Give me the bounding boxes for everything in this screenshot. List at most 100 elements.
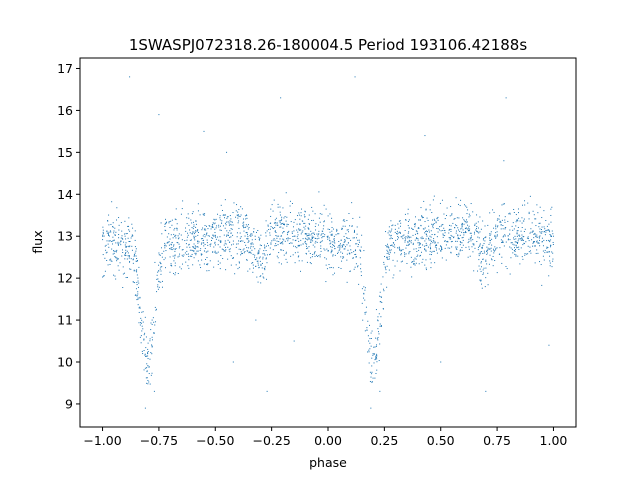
data-point [106,259,108,261]
data-point [117,258,119,260]
data-point [490,233,492,235]
data-point [337,251,339,253]
data-point [258,249,260,251]
data-point [333,244,335,246]
data-point [252,262,254,264]
data-point [514,235,516,237]
data-point [243,248,245,250]
data-point [380,316,382,318]
data-point [267,224,269,226]
data-point [196,250,198,252]
data-point [503,235,505,237]
data-point [199,250,201,251]
data-point [504,228,506,230]
data-point [364,330,366,332]
data-point [140,317,142,319]
data-point [288,242,290,244]
data-point [544,249,546,251]
data-point [483,267,485,269]
data-point [280,219,282,221]
data-point [341,260,343,262]
data-point [429,209,431,211]
data-point [450,225,452,227]
data-point [240,206,242,208]
data-point [174,227,176,229]
data-point [484,252,486,254]
data-point [354,254,356,256]
data-point [416,255,418,257]
data-point [502,241,504,243]
data-point [552,243,554,245]
data-point [293,221,295,223]
data-point [311,219,313,221]
data-point [435,244,437,246]
data-point [205,225,207,227]
data-point [185,243,187,245]
data-point [533,237,535,239]
data-point [118,237,120,239]
data-point [120,244,122,246]
data-point [137,304,139,306]
data-point [336,228,338,230]
data-point [139,336,141,338]
data-point [197,246,199,248]
data-point [201,229,203,231]
data-point [199,214,201,216]
data-point [110,258,112,260]
data-point [237,215,239,217]
data-point [479,279,481,281]
data-point [242,225,244,227]
data-point [453,218,455,220]
data-point [346,244,348,246]
data-point [327,235,329,237]
data-point [165,222,167,224]
data-point [118,269,120,271]
data-point [302,230,304,232]
data-point [308,214,310,216]
data-point [338,240,340,242]
data-point [151,319,153,321]
data-point [414,224,416,226]
data-point [420,254,422,256]
data-point [536,249,538,251]
data-point [540,232,542,234]
data-point [123,233,125,235]
data-point [237,268,239,270]
data-point [457,238,459,240]
data-point [551,251,553,253]
data-point [481,283,483,285]
data-point [304,210,306,212]
data-point [429,246,431,248]
data-point [329,243,331,245]
data-point [477,236,479,238]
data-point [203,130,205,132]
data-point [505,97,507,99]
data-point [314,237,316,239]
data-point [312,210,314,212]
data-point [307,234,309,236]
data-point [523,218,525,220]
data-point [394,244,396,246]
data-point [193,257,195,259]
data-point [394,265,396,267]
data-point [125,238,127,240]
data-point [425,250,427,252]
data-point [103,275,105,277]
data-point [125,246,127,248]
data-point [246,234,248,236]
data-point [339,245,341,247]
data-point [537,212,539,214]
data-point [298,212,300,214]
data-point [285,192,287,194]
data-point [512,252,514,254]
data-point [174,218,176,220]
data-point [516,247,518,249]
data-point [315,240,317,242]
data-point [202,238,204,240]
data-point [516,242,518,244]
data-point [442,223,444,225]
data-point [389,252,391,254]
data-point [342,245,344,247]
data-point [219,219,221,221]
data-point [478,232,480,234]
